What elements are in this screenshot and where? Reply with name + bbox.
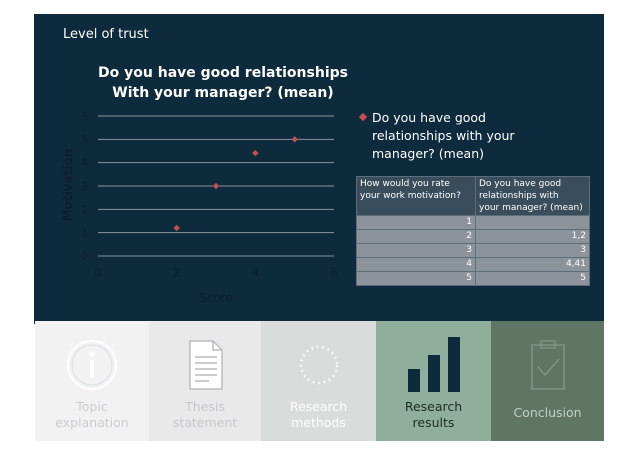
y-tick-label: 0 (81, 250, 88, 263)
legend-marker-diamond (358, 112, 368, 122)
info-icon (67, 340, 117, 390)
chart-title-line2: With your manager? (mean) (112, 85, 334, 101)
y-tick-label: 5 (81, 133, 88, 146)
tab-thesis-statement[interactable]: Thesis statement (149, 321, 261, 441)
y-axis-label: Motivation (61, 149, 75, 222)
x-tick-label: 0 (95, 266, 102, 279)
table-header-row: How would you rate your work motivation?… (356, 176, 590, 216)
header-col2-line1: Do you have good (479, 179, 562, 189)
y-tick-label: 6 (81, 110, 88, 123)
tab-research-results[interactable]: Research results (376, 321, 491, 441)
x-tick-label: 6 (331, 266, 338, 279)
y-tick-label: 2 (81, 203, 88, 216)
tab-label-line1: Research (404, 399, 463, 414)
tab-label: Conclusion (491, 405, 604, 421)
document-icon (189, 340, 223, 390)
table-cell: 5 (475, 271, 590, 286)
tab-label-line1: Topic (76, 399, 108, 414)
data-table: How would you rate your work motivation?… (356, 176, 590, 286)
tab-label-line2: statement (172, 415, 238, 430)
table-cell: 3 (475, 243, 590, 258)
x-axis-label: Score (199, 291, 233, 305)
table-cell: 2 (356, 229, 476, 244)
section-tabs: Topic explanation Thesis statement Resea… (35, 321, 604, 441)
table-cell: 4,41 (475, 257, 590, 272)
chart-title-line1: Do you have good relationships (98, 65, 348, 81)
data-point (173, 224, 180, 232)
tab-label-line2: methods (291, 415, 346, 430)
tab-label-line1: Research (289, 399, 348, 414)
x-tick-label: 2 (173, 266, 180, 279)
header-col1-line2: your work motivation? (360, 191, 461, 201)
bar-chart-icon (407, 337, 460, 392)
table-cell: 5 (356, 271, 476, 286)
tab-label-line2: explanation (55, 415, 129, 430)
tab-label: Topic explanation (35, 399, 149, 431)
tab-conclusion[interactable]: Conclusion (491, 321, 604, 441)
chart-legend: Do you have good relationships with your… (358, 109, 538, 163)
header-col2-line3: your manager? (mean) (479, 203, 583, 213)
table-header-cell: How would you rate your work motivation? (356, 176, 476, 216)
table-cell: 1 (356, 215, 476, 230)
y-tick-label: 3 (81, 180, 88, 193)
dotted-circle-icon (299, 345, 338, 385)
tab-label-line1: Thesis (185, 399, 225, 414)
tab-label: Research methods (261, 399, 376, 431)
table-cell: 4 (356, 257, 476, 272)
y-tick-label: 4 (81, 157, 88, 170)
header-col2-line2: relationships with (479, 191, 559, 201)
legend-label-line3: manager? (mean) (372, 146, 484, 161)
data-point (291, 136, 298, 143)
legend-label-line1: Do you have good (372, 110, 486, 125)
legend-label-line2: relationships with your (372, 128, 515, 143)
table-row: 1 (356, 215, 590, 230)
tab-label: Thesis statement (149, 399, 261, 431)
table-cell: 1,2 (475, 229, 590, 244)
tab-label-line1: Conclusion (513, 405, 582, 420)
table-row: 4 4,41 (356, 257, 590, 272)
data-point (252, 149, 259, 157)
section-title: Level of trust (63, 27, 149, 42)
y-tick-label: 1 (81, 227, 88, 240)
table-header-cell: Do you have good relationships with your… (475, 176, 590, 216)
clipboard-check-icon (530, 340, 565, 390)
tab-topic-explanation[interactable]: Topic explanation (35, 321, 149, 441)
header-col1-line1: How would you rate (360, 179, 450, 189)
tab-label: Research results (376, 399, 491, 431)
x-tick-label: 4 (252, 266, 259, 279)
tab-research-methods[interactable]: Research methods (261, 321, 376, 441)
tab-label-line2: results (412, 415, 455, 430)
chart-title: Do you have good relationships With your… (88, 63, 358, 103)
table-row: 2 1,2 (356, 229, 590, 244)
table-cell: 3 (356, 243, 476, 258)
data-point (212, 182, 220, 190)
table-cell (475, 215, 590, 230)
